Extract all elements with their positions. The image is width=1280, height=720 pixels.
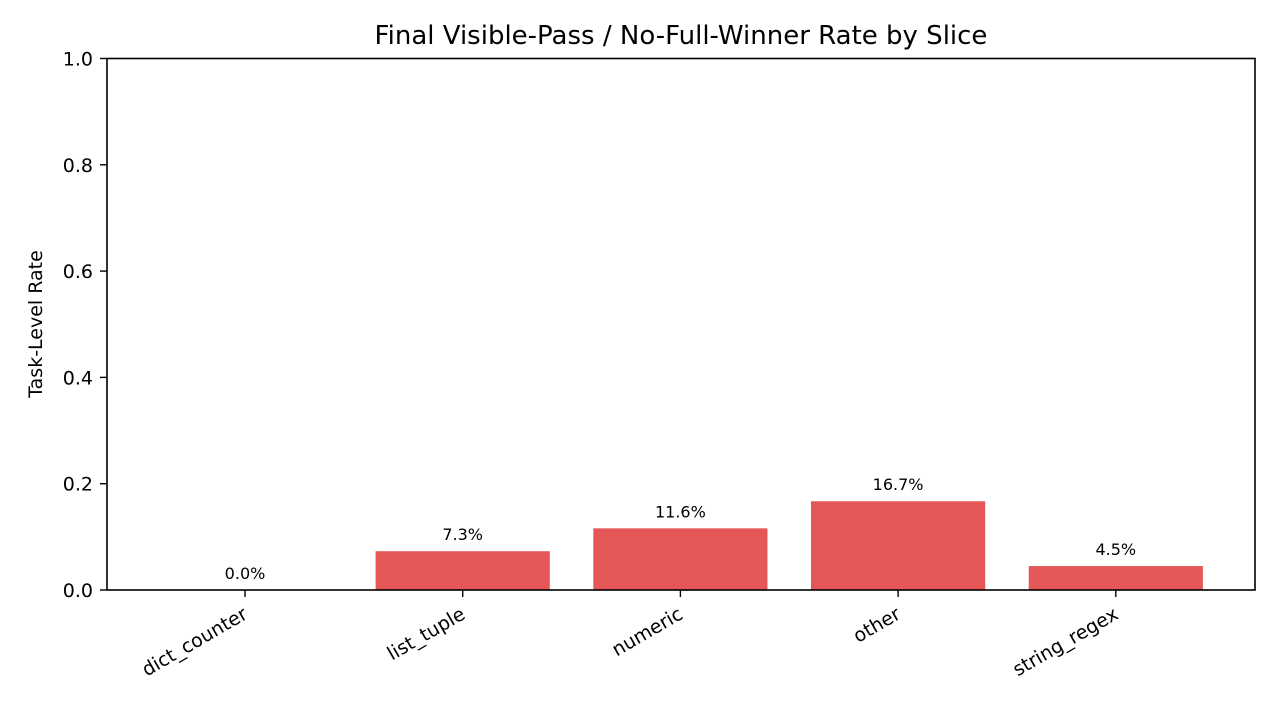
chart-title: Final Visible-Pass / No-Full-Winner Rate…: [375, 21, 988, 51]
plot-frame: [106, 57, 1256, 591]
x-tick-label: list_tuple: [384, 603, 469, 665]
bars-group: 0.0% 7.3% 11.6% 16.7% 4.5%: [225, 475, 1203, 590]
y-tick-label: 0.6: [63, 261, 93, 283]
x-tick-label: dict_counter: [138, 603, 251, 681]
x-tick-label: string_regex: [1009, 603, 1122, 681]
bar-list-tuple: [375, 551, 550, 590]
bar-other: [811, 501, 986, 590]
bar-numeric: [593, 528, 768, 590]
y-axis-label: Task-Level Rate: [25, 250, 47, 399]
data-label: 0.0%: [225, 564, 266, 583]
y-tick-label: 0.2: [63, 474, 93, 496]
y-tick-label: 1.0: [63, 49, 93, 71]
y-tick-label: 0.0: [63, 580, 93, 602]
x-tick-label: other: [850, 603, 905, 647]
data-label: 7.3%: [442, 525, 483, 544]
y-tick-label: 0.8: [63, 155, 93, 177]
data-label: 4.5%: [1095, 540, 1136, 559]
data-label: 11.6%: [655, 502, 706, 521]
data-label: 16.7%: [873, 475, 924, 494]
x-tick-label: numeric: [608, 603, 686, 661]
y-tick-label: 0.4: [63, 367, 93, 389]
bar-string-regex: [1028, 566, 1203, 590]
